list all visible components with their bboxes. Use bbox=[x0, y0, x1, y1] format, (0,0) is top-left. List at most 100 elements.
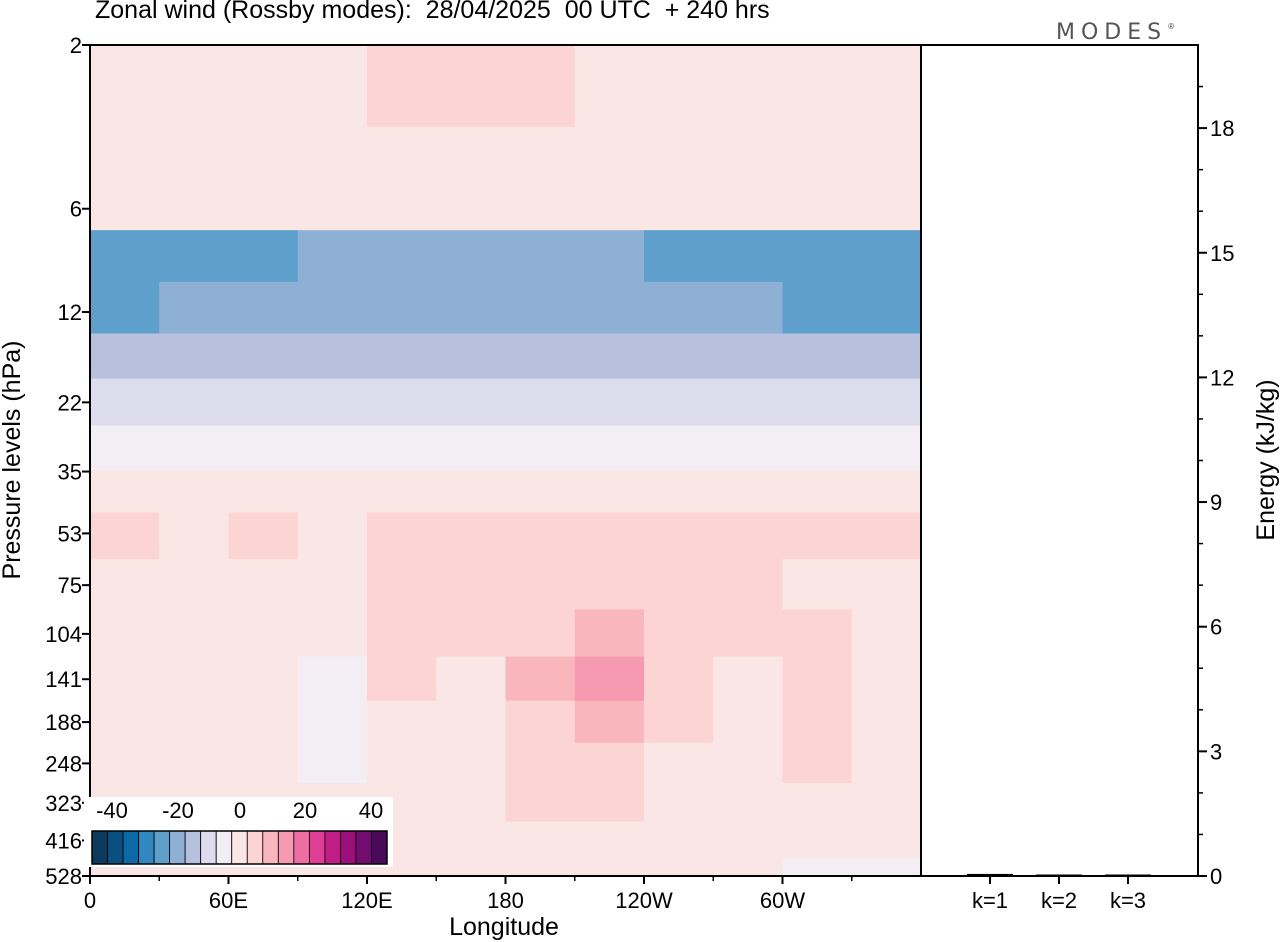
energy-bar bbox=[1105, 874, 1151, 876]
colorbar-swatch bbox=[107, 830, 124, 865]
energy-category-label: k=2 bbox=[1041, 888, 1077, 913]
heatmap-cell bbox=[297, 609, 368, 658]
heatmap-cell bbox=[782, 425, 853, 471]
colorbar-swatch bbox=[324, 830, 341, 865]
heatmap-cell bbox=[782, 470, 853, 514]
heatmap-cell bbox=[90, 378, 160, 427]
heatmap-cell bbox=[228, 425, 299, 471]
colorbar-swatch bbox=[184, 830, 202, 865]
heatmap-cell bbox=[713, 656, 784, 702]
heatmap-cell bbox=[90, 281, 160, 335]
heatmap-cell bbox=[505, 559, 576, 611]
heatmap-cell bbox=[367, 656, 437, 702]
pressure-tick-label: 6 bbox=[70, 197, 82, 222]
heatmap-cell bbox=[159, 230, 230, 283]
heatmap-cell bbox=[297, 559, 368, 611]
heatmap-cell bbox=[505, 470, 576, 514]
heatmap-cell bbox=[851, 45, 921, 128]
heatmap-cell bbox=[851, 742, 921, 784]
x-axis-title: Longitude bbox=[449, 913, 559, 941]
longitude-tick-label: 120E bbox=[341, 888, 392, 913]
heatmap-cell bbox=[297, 378, 368, 427]
heatmap-cell bbox=[297, 45, 368, 128]
colorbar-swatch bbox=[246, 830, 264, 865]
heatmap-cell bbox=[159, 425, 230, 471]
heatmap-cell bbox=[436, 281, 507, 335]
heatmap-cell bbox=[644, 425, 714, 471]
energy-tick-label: 6 bbox=[1210, 615, 1222, 640]
heatmap-cell bbox=[644, 559, 714, 611]
heatmap-cell bbox=[367, 378, 437, 427]
energy-tick-label: 0 bbox=[1210, 864, 1222, 889]
heatmap-cell bbox=[505, 512, 576, 560]
heatmap-cell bbox=[574, 425, 645, 471]
energy-tick-label: 3 bbox=[1210, 739, 1222, 764]
energy-tick-label: 9 bbox=[1210, 490, 1222, 515]
heatmap-cell bbox=[228, 559, 299, 611]
heatmap-cell bbox=[90, 230, 160, 283]
heatmap-cell bbox=[574, 783, 645, 823]
heatmap-cell bbox=[228, 700, 299, 744]
heatmap-cell bbox=[851, 512, 921, 560]
heatmap-cell bbox=[505, 742, 576, 784]
heatmap-cell bbox=[505, 821, 576, 859]
heatmap-cell bbox=[505, 656, 576, 702]
heatmap-cell bbox=[228, 470, 299, 514]
heatmap-cell bbox=[90, 425, 160, 471]
heatmap-cell bbox=[782, 742, 853, 784]
heatmap-cell bbox=[713, 230, 784, 283]
heatmap-cell bbox=[713, 333, 784, 380]
heatmap-cell bbox=[851, 281, 921, 335]
heatmap-cell bbox=[851, 333, 921, 380]
heatmap-cell bbox=[713, 821, 784, 859]
heatmap-cell bbox=[782, 609, 853, 658]
heatmap-cell bbox=[159, 126, 230, 231]
heatmap-cell bbox=[159, 656, 230, 702]
heatmap-cell bbox=[782, 783, 853, 823]
colorbar-swatch bbox=[153, 830, 171, 865]
heatmap-cell bbox=[436, 821, 507, 859]
heatmap-cell bbox=[713, 470, 784, 514]
heatmap-cell bbox=[297, 470, 368, 514]
heatmap-cell bbox=[505, 45, 576, 128]
heatmap-cell bbox=[228, 333, 299, 380]
heatmap-cell bbox=[367, 609, 437, 658]
heatmap-cell bbox=[436, 700, 507, 744]
heatmap-cell bbox=[851, 470, 921, 514]
energy-bar bbox=[1036, 874, 1082, 876]
heatmap-cell bbox=[159, 512, 230, 560]
heatmap-cell bbox=[713, 609, 784, 658]
heatmap-cell bbox=[90, 45, 160, 128]
heatmap-cell bbox=[782, 378, 853, 427]
heatmap-cell bbox=[90, 656, 160, 702]
colorbar-tick-label: 0 bbox=[234, 798, 246, 823]
heatmap-cell bbox=[713, 126, 784, 231]
colorbar-swatch bbox=[122, 830, 139, 865]
heatmap-cell bbox=[644, 700, 714, 744]
heatmap-cell bbox=[574, 126, 645, 231]
heatmap-cell bbox=[644, 333, 714, 380]
colorbar-swatch bbox=[215, 830, 233, 865]
heatmap-cell bbox=[644, 656, 714, 702]
heatmap-cell bbox=[367, 742, 437, 784]
heatmap-cell bbox=[90, 609, 160, 658]
heatmap-cell bbox=[159, 333, 230, 380]
heatmap-cell bbox=[228, 281, 299, 335]
heatmap-cell bbox=[782, 126, 853, 231]
heatmap-cell bbox=[159, 609, 230, 658]
heatmap-cell bbox=[574, 230, 645, 283]
longitude-tick-label: 0 bbox=[84, 888, 96, 913]
heatmap-cell bbox=[367, 425, 437, 471]
heatmap-cell bbox=[436, 656, 507, 702]
pressure-tick-label: 188 bbox=[45, 710, 82, 735]
heatmap-cell bbox=[574, 700, 645, 744]
heatmap-cell bbox=[713, 425, 784, 471]
longitude-tick-label: 60E bbox=[209, 888, 248, 913]
heatmap-cell bbox=[782, 700, 853, 744]
colorbar-swatch bbox=[231, 830, 248, 865]
pressure-tick-label: 248 bbox=[45, 751, 82, 776]
heatmap-cell bbox=[159, 281, 230, 335]
pressure-tick-label: 416 bbox=[45, 828, 82, 853]
heatmap-cell bbox=[228, 512, 299, 560]
